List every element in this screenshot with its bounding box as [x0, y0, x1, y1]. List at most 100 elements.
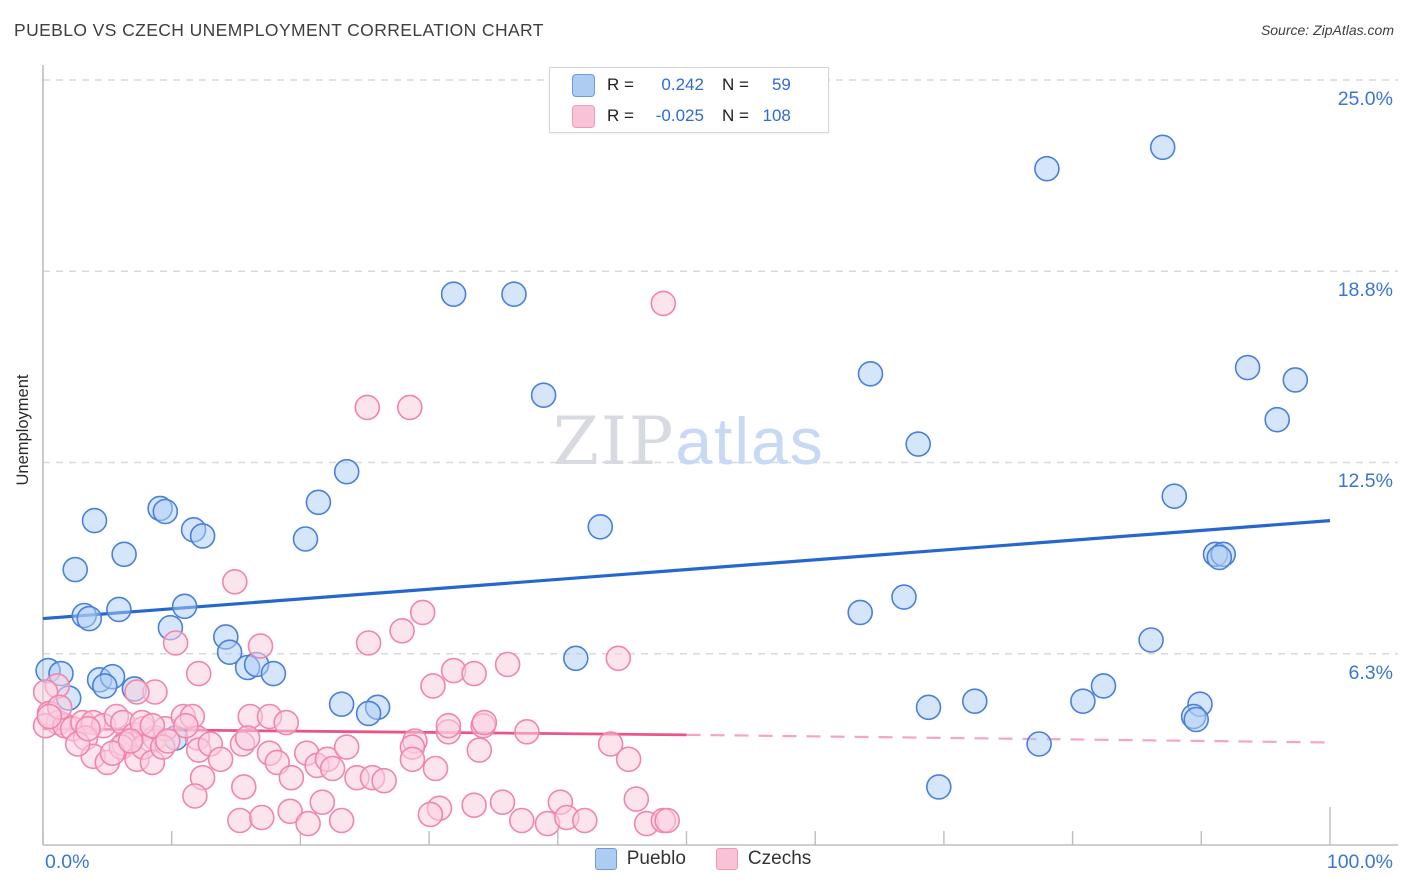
czechs-data-point — [333, 734, 360, 760]
czechs-data-point — [273, 709, 300, 736]
pueblo-data-point — [92, 673, 118, 699]
pueblo-data-point — [915, 694, 942, 721]
pueblo-data-point — [292, 526, 319, 552]
czechs-data-point — [466, 737, 493, 763]
czechs-data-point — [36, 703, 63, 730]
pueblo-data-point — [1264, 406, 1290, 433]
y-tick-18-8: 18.8% — [1337, 279, 1393, 301]
czechs-data-point — [139, 712, 166, 739]
czechs-legend-swatch-icon — [715, 848, 738, 870]
czechs-data-point — [207, 746, 234, 773]
czechs-data-point — [354, 394, 381, 421]
czechs-trend-line-dashed — [686, 733, 1331, 744]
czechs-data-point — [399, 746, 426, 773]
czechs-data-point — [623, 786, 650, 812]
pueblo-data-point — [891, 584, 917, 610]
series-legend-czechs: Czechs — [715, 848, 812, 870]
legend-row-czechs: R = -0.025 N = 108 — [572, 102, 828, 130]
czechs-r-value: -0.025 — [655, 106, 704, 125]
pueblo-swatch-icon — [572, 73, 595, 97]
pueblo-data-point — [1034, 155, 1060, 182]
x-tick-100: 100.0% — [1326, 851, 1393, 873]
pueblo-data-point — [587, 513, 614, 540]
czechs-data-point — [162, 630, 189, 656]
czechs-data-point — [461, 792, 487, 819]
pueblo-data-point — [1234, 354, 1261, 381]
pueblo-data-point — [1161, 483, 1188, 510]
czechs-data-point — [185, 660, 212, 687]
pueblo-data-point — [152, 498, 179, 525]
pueblo-legend-swatch-icon — [594, 848, 617, 870]
pueblo-data-point — [562, 645, 589, 672]
pueblo-n-value: 59 — [771, 75, 791, 94]
pueblo-data-point — [76, 605, 103, 632]
czechs-data-point — [173, 712, 199, 739]
czechs-data-point — [309, 789, 336, 816]
pueblo-data-point — [216, 639, 243, 666]
czechs-data-point — [328, 807, 355, 834]
czechs-data-point — [278, 764, 305, 791]
pueblo-n-label: N = — [721, 75, 749, 94]
pueblo-data-point — [355, 700, 382, 727]
czechs-data-point — [155, 728, 181, 754]
czechs-data-point — [597, 731, 624, 757]
czechs-n-value: 108 — [762, 106, 791, 125]
czechs-data-point — [471, 709, 498, 736]
pueblo-r-label: R = — [607, 75, 634, 94]
series-legend: Pueblo Czechs — [0, 848, 1406, 870]
czechs-data-point — [461, 660, 487, 687]
czechs-legend-label: Czechs — [747, 848, 812, 869]
czechs-data-point — [514, 718, 540, 745]
pueblo-data-point — [1090, 673, 1117, 699]
czechs-data-point — [75, 715, 101, 742]
czechs-data-point — [417, 801, 444, 828]
pueblo-trend-line — [42, 519, 1331, 621]
czechs-data-point — [319, 755, 346, 782]
y-tick-6-3: 6.3% — [1348, 662, 1393, 684]
pueblo-data-point — [328, 691, 355, 718]
correlation-legend-box: R = 0.242 N = 59 R = -0.025 N = 108 — [549, 67, 829, 133]
x-tick-0: 0.0% — [45, 851, 90, 873]
pueblo-data-point — [961, 688, 988, 715]
pueblo-legend-label: Pueblo — [626, 848, 686, 869]
czechs-data-point — [248, 804, 275, 831]
czechs-data-point — [295, 810, 321, 837]
series-legend-pueblo: Pueblo — [594, 848, 686, 870]
czechs-data-point — [231, 774, 257, 800]
czechs-data-point — [571, 807, 598, 834]
y-tick-12-5: 12.5% — [1337, 470, 1393, 492]
czechs-data-point — [355, 630, 382, 656]
czechs-data-point — [494, 651, 521, 678]
czechs-swatch-icon — [572, 104, 595, 128]
czechs-data-point — [605, 645, 632, 672]
pueblo-data-point — [1282, 367, 1309, 393]
czechs-data-point — [615, 746, 642, 773]
pueblo-data-point — [1149, 134, 1176, 161]
pueblo-data-point — [1183, 706, 1209, 733]
pueblo-data-point — [305, 489, 332, 516]
pueblo-data-point — [857, 360, 884, 387]
pueblo-data-point — [333, 458, 360, 485]
czechs-data-point — [422, 755, 449, 782]
pueblo-data-point — [81, 507, 108, 534]
pueblo-data-point — [905, 431, 932, 457]
czechs-data-point — [277, 798, 303, 825]
pueblo-data-point — [111, 541, 137, 568]
pueblo-data-point — [171, 593, 198, 620]
pueblo-data-point — [530, 382, 557, 409]
czechs-data-point — [420, 673, 446, 699]
pueblo-data-point — [1026, 731, 1052, 757]
page-title: PUEBLO VS CZECH UNEMPLOYMENT CORRELATION… — [14, 20, 544, 40]
czechs-data-point — [222, 568, 248, 595]
y-tick-25: 25.0% — [1337, 88, 1393, 110]
czechs-data-point — [99, 740, 126, 767]
pueblo-data-point — [440, 281, 467, 308]
czechs-data-point — [182, 783, 208, 809]
czechs-data-point — [371, 767, 397, 794]
czechs-data-point — [234, 725, 261, 751]
czechs-data-point — [247, 633, 274, 659]
czechs-n-label: N = — [721, 106, 749, 125]
source-attribution: Source: ZipAtlas.com — [1260, 22, 1394, 38]
